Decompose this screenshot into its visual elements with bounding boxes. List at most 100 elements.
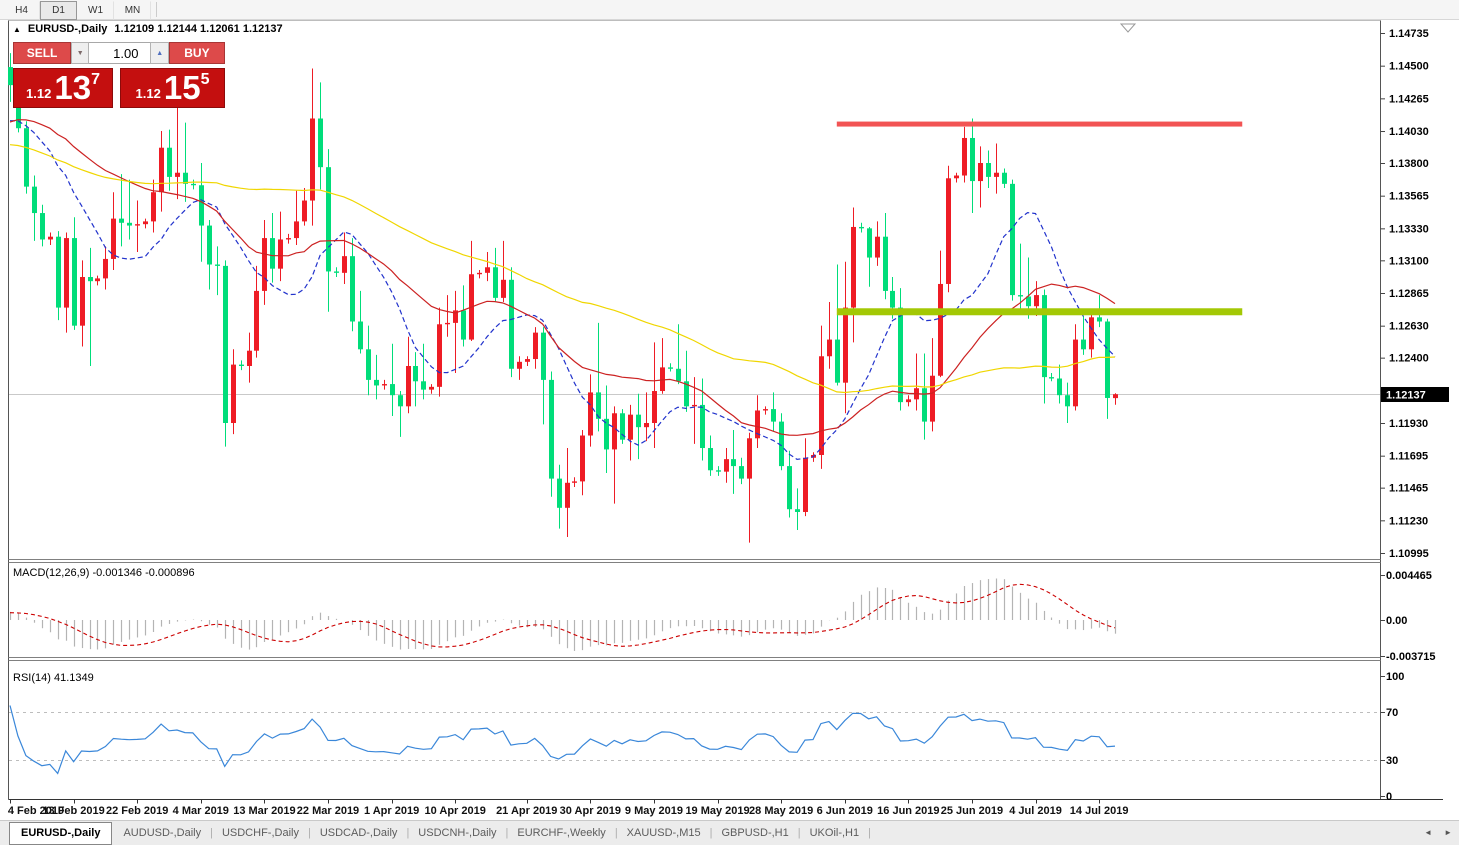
chart-symbol-label: EURUSD-,Daily <box>27 23 108 35</box>
volume-decrease-button[interactable]: ▼ <box>71 42 90 64</box>
tab-divider: | <box>210 827 213 839</box>
svg-text:100: 100 <box>1386 671 1404 683</box>
tab-divider: | <box>868 827 871 839</box>
volume-input[interactable] <box>89 42 151 64</box>
rsi-levels <box>9 712 1380 761</box>
svg-text:1.12865: 1.12865 <box>1389 288 1429 300</box>
chart-tab-usdcnh-daily[interactable]: USDCNH-,Daily <box>418 827 497 839</box>
collapse-triangle-icon[interactable]: ▲ <box>13 24 21 34</box>
ma-line-medium[interactable] <box>9 119 1116 436</box>
volume-increase-button[interactable]: ▲ <box>150 42 169 64</box>
tab-divider: | <box>406 827 410 839</box>
svg-text:1.11930: 1.11930 <box>1389 418 1428 430</box>
macd-indicator-label: MACD(12,26,9) -0.001346 -0.000896 <box>13 567 195 579</box>
toolbar-divider <box>156 2 157 17</box>
svg-text:0: 0 <box>1386 791 1392 803</box>
svg-text:1.14500: 1.14500 <box>1389 61 1429 73</box>
sell-price-display[interactable]: 1.12 13 7 <box>13 68 113 108</box>
svg-text:1.13330: 1.13330 <box>1389 223 1429 235</box>
buy-button[interactable]: BUY <box>168 42 225 64</box>
chart-tab-usdcad-daily[interactable]: USDCAD-,Daily <box>319 827 398 839</box>
svg-text:30: 30 <box>1386 755 1398 767</box>
svg-text:1.14265: 1.14265 <box>1389 93 1429 105</box>
svg-text:9 May 2019: 9 May 2019 <box>625 805 683 817</box>
rsi-axis[interactable]: 100 70 30 0 <box>1380 671 1405 803</box>
rsi-indicator-label: RSI(14) 41.1349 <box>13 672 94 684</box>
svg-text:13 Mar 2019: 13 Mar 2019 <box>233 805 295 817</box>
support-line[interactable] <box>836 308 1243 316</box>
svg-text:70: 70 <box>1386 707 1398 719</box>
chart-tab-gbpusd-h1[interactable]: GBPUSD-,H1 <box>721 827 789 839</box>
svg-text:4 Mar 2019: 4 Mar 2019 <box>173 805 229 817</box>
buy-price-big: 15 <box>163 69 201 106</box>
svg-text:1.13100: 1.13100 <box>1389 255 1429 267</box>
svg-text:16 Jun 2019: 16 Jun 2019 <box>877 805 939 817</box>
ma-line-slow[interactable] <box>9 144 1116 394</box>
sell-price-small: 1.12 <box>26 86 52 101</box>
tab-divider: | <box>797 827 801 839</box>
triangle-up-icon: ▲ <box>156 49 164 57</box>
chart-tab-ukoil-h1[interactable]: UKOil-,H1 <box>809 827 860 839</box>
chart-ohlc-values: 1.12109 1.12144 1.12061 1.12137 <box>114 23 283 35</box>
buy-price-display[interactable]: 1.12 15 5 <box>120 68 225 108</box>
timeframe-button-d1[interactable]: D1 <box>40 1 77 20</box>
buy-price-sup: 5 <box>200 71 210 88</box>
macd-axis[interactable]: 0.004465 0.00 -0.003715 <box>1380 570 1436 663</box>
svg-text:-0.003715: -0.003715 <box>1386 651 1436 663</box>
tab-divider: | <box>614 827 618 839</box>
chart-title: ▲ EURUSD-,Daily 1.12109 1.12144 1.12061 … <box>13 23 283 35</box>
svg-text:13 Feb 2019: 13 Feb 2019 <box>42 805 104 817</box>
timeframe-button-mn[interactable]: MN <box>114 1 151 20</box>
svg-text:0.004465: 0.004465 <box>1386 570 1432 582</box>
svg-text:14 Jul 2019: 14 Jul 2019 <box>1070 805 1129 817</box>
svg-text:1.12137: 1.12137 <box>1386 390 1426 402</box>
macd-signal-line <box>9 583 1116 648</box>
chart-tab-audusd-daily[interactable]: AUDUSD-,Daily <box>123 827 202 839</box>
rsi-line <box>9 705 1116 775</box>
buy-price-small: 1.12 <box>135 86 161 101</box>
svg-text:1.12400: 1.12400 <box>1389 353 1429 365</box>
svg-text:4 Feb 2019: 4 Feb 2019 <box>8 805 64 817</box>
macd-histogram <box>9 578 1117 651</box>
svg-text:4 Jul 2019: 4 Jul 2019 <box>1009 805 1062 817</box>
chart-tab-xauusd-m15[interactable]: XAUUSD-,M15 <box>626 827 701 839</box>
svg-text:1.11695: 1.11695 <box>1389 451 1428 463</box>
one-click-trading-panel: SELL ▼ ▲ BUY 1.12 13 7 1.12 15 5 <box>13 42 225 108</box>
svg-text:21 Apr 2019: 21 Apr 2019 <box>496 805 557 817</box>
tab-scroll-left-icon[interactable]: ◄ <box>1424 828 1433 837</box>
timeframe-toolbar: H4 D1 W1 MN <box>0 0 1459 20</box>
tab-scroll-right-icon[interactable]: ► <box>1444 828 1452 837</box>
price-axis[interactable]: 1.14735 1.14500 1.14265 1.14030 1.13800 1.135… <box>1380 28 1429 560</box>
svg-text:1.11465: 1.11465 <box>1389 483 1428 495</box>
svg-text:1.13565: 1.13565 <box>1389 191 1429 203</box>
sell-price-sup: 7 <box>91 71 100 88</box>
candlestick-series <box>8 53 1118 543</box>
resistance-line[interactable] <box>836 121 1243 127</box>
current-price-tag: 1.12137 <box>1381 387 1449 402</box>
tab-divider: | <box>709 827 713 839</box>
ma-line-fast[interactable] <box>9 120 1116 461</box>
svg-text:22 Mar 2019: 22 Mar 2019 <box>297 805 359 817</box>
svg-text:1.11230: 1.11230 <box>1389 515 1428 527</box>
timeframe-button-w1[interactable]: W1 <box>77 1 114 20</box>
tab-divider: | <box>505 827 509 839</box>
svg-text:28 May 2019: 28 May 2019 <box>749 805 813 817</box>
sell-button[interactable]: SELL <box>13 42 72 64</box>
svg-text:1.14735: 1.14735 <box>1389 28 1429 40</box>
chart-tab-bar: EURUSD-,Daily AUDUSD-,Daily | USDCHF-,Daily… <box>0 820 1459 845</box>
svg-text:1.10995: 1.10995 <box>1389 548 1429 560</box>
chart-tab-eurchf-weekly[interactable]: EURCHF-,Weekly <box>517 827 606 839</box>
chart-tab-usdchf-daily[interactable]: USDCHF-,Daily <box>221 827 299 839</box>
timeframe-button-h4[interactable]: H4 <box>3 1 40 20</box>
chart-shift-marker-icon[interactable] <box>1119 23 1137 33</box>
svg-text:25 Jun 2019: 25 Jun 2019 <box>941 805 1003 817</box>
svg-text:10 Apr 2019: 10 Apr 2019 <box>425 805 486 817</box>
chart-tab-eurusd-daily[interactable]: EURUSD-,Daily <box>9 821 113 845</box>
svg-text:0.00: 0.00 <box>1386 615 1407 627</box>
triangle-down-icon: ▼ <box>76 49 84 57</box>
svg-text:22 Feb 2019: 22 Feb 2019 <box>106 805 168 817</box>
svg-text:1.13800: 1.13800 <box>1389 158 1429 170</box>
